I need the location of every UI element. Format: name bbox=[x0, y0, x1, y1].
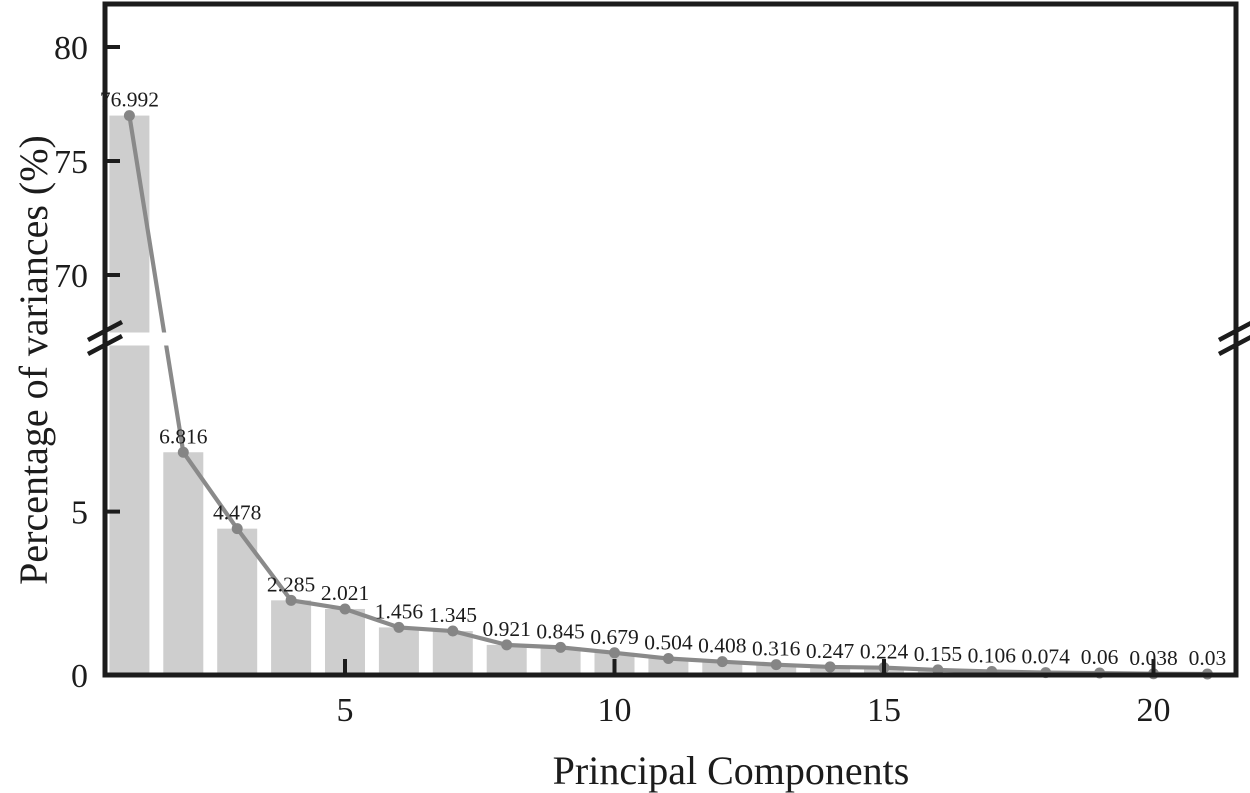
value-label-3: 4.478 bbox=[213, 501, 261, 525]
axis-break-marks bbox=[86, 320, 1250, 356]
data-point-12 bbox=[716, 656, 728, 668]
y-tick-label-5: 5 bbox=[71, 495, 88, 532]
bar-component-2 bbox=[163, 452, 204, 675]
right-break-slash-1 bbox=[1217, 321, 1250, 342]
data-point-13 bbox=[770, 659, 782, 671]
data-point-3 bbox=[231, 523, 243, 535]
value-label-4: 2.285 bbox=[267, 572, 315, 596]
data-point-4 bbox=[285, 594, 297, 606]
value-label-1: 76.992 bbox=[100, 88, 159, 112]
x-tick-label-20: 20 bbox=[1137, 692, 1171, 729]
axis-break-gap bbox=[108, 332, 1233, 346]
value-label-18: 0.074 bbox=[1022, 645, 1071, 669]
data-point-11 bbox=[662, 653, 674, 665]
data-point-14 bbox=[824, 661, 836, 673]
data-point-9 bbox=[555, 641, 567, 653]
value-label-17: 0.106 bbox=[968, 644, 1017, 668]
value-label-20: 0.038 bbox=[1129, 646, 1177, 670]
x-axis-title: Principal Components bbox=[553, 748, 910, 793]
data-point-2 bbox=[177, 446, 189, 458]
x-tick-label-5: 5 bbox=[337, 692, 354, 729]
value-label-19: 0.06 bbox=[1081, 645, 1119, 669]
value-label-12: 0.408 bbox=[698, 634, 746, 658]
bar-component-7 bbox=[432, 631, 473, 675]
value-label-15: 0.224 bbox=[860, 640, 909, 664]
y-tick-label-0: 0 bbox=[71, 658, 88, 695]
value-label-2: 6.816 bbox=[159, 424, 208, 448]
data-point-8 bbox=[501, 639, 513, 651]
value-label-21: 0.03 bbox=[1189, 646, 1227, 670]
y-tick-label-80: 80 bbox=[54, 30, 88, 67]
left-break-slash-1 bbox=[86, 320, 124, 342]
y-tick-label-75: 75 bbox=[54, 144, 88, 181]
bar-component-3 bbox=[217, 528, 258, 675]
y-tick-label-70: 70 bbox=[54, 258, 88, 295]
plot-border-group bbox=[102, 1, 1239, 678]
value-label-13: 0.316 bbox=[752, 637, 801, 661]
x-tick-label-15: 15 bbox=[867, 692, 901, 729]
value-label-10: 0.679 bbox=[590, 625, 638, 649]
value-label-9: 0.845 bbox=[536, 619, 584, 643]
bar-component-6 bbox=[378, 627, 419, 675]
data-point-6 bbox=[393, 621, 405, 633]
value-label-14: 0.247 bbox=[806, 639, 855, 663]
axis-break-mask bbox=[108, 332, 1233, 346]
plot-border bbox=[102, 1, 1239, 678]
value-label-6: 1.456 bbox=[375, 599, 424, 623]
y-axis-title: Percentage of variances (%) bbox=[11, 135, 56, 585]
value-label-5: 2.021 bbox=[321, 581, 369, 605]
bar-component-4 bbox=[271, 600, 312, 675]
value-label-8: 0.921 bbox=[483, 617, 531, 641]
data-point-5 bbox=[339, 603, 351, 615]
value-label-16: 0.155 bbox=[914, 642, 962, 666]
bar-component-11 bbox=[648, 658, 689, 675]
data-point-10 bbox=[609, 647, 620, 659]
data-point-7 bbox=[447, 625, 459, 637]
bar-component-12 bbox=[702, 661, 743, 675]
markers-group bbox=[123, 110, 1213, 680]
x-tick-label-10: 10 bbox=[598, 692, 632, 729]
tick-labels-group: 80 75 70 5 0 5 10 15 20 bbox=[54, 30, 1171, 729]
value-label-11: 0.504 bbox=[644, 631, 693, 655]
right-break-slash-2 bbox=[1217, 335, 1250, 356]
ticks-group bbox=[107, 45, 1156, 673]
value-label-7: 1.345 bbox=[429, 603, 477, 627]
data-point-1 bbox=[123, 110, 135, 122]
left-break-slash-2 bbox=[86, 334, 124, 356]
